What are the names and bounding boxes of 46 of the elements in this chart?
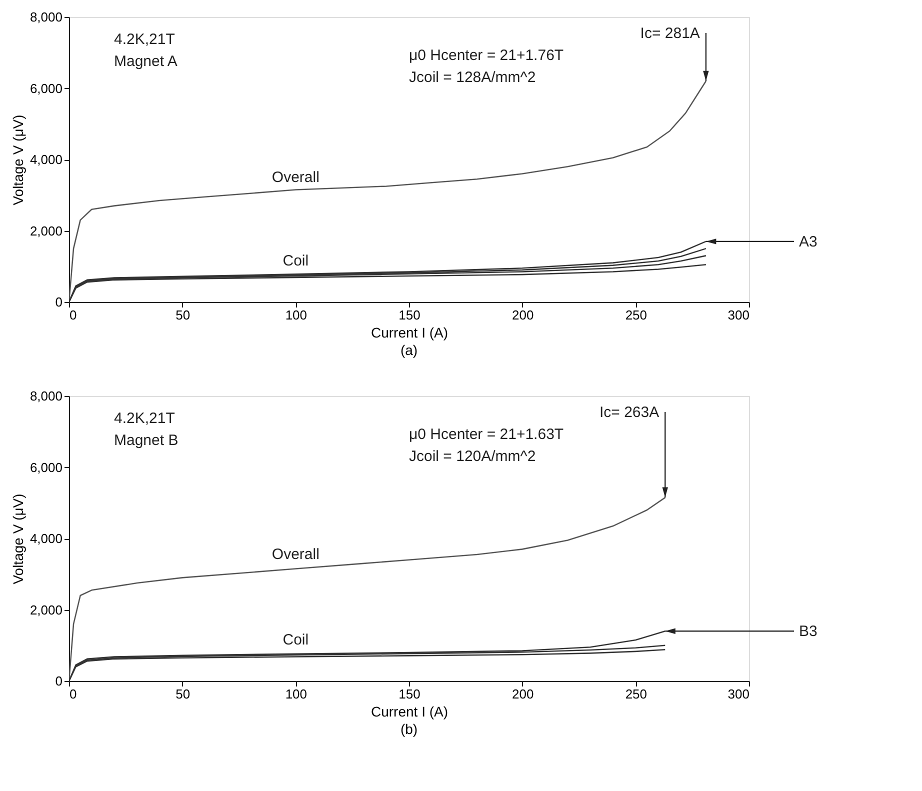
annotation: μ0 Hcenter = 21+1.76T [409, 47, 564, 64]
x-tick-label: 200 [512, 686, 534, 702]
annotation: Ic= 263A [599, 404, 660, 421]
y-tick-label: 4,000 [30, 152, 62, 167]
y-tick-label: 6,000 [30, 80, 62, 96]
x-tick-label: 200 [512, 308, 534, 322]
text: (b) [400, 721, 418, 737]
x-tick-label: 150 [398, 686, 420, 702]
x-tick-label: 300 [728, 686, 750, 702]
y-axis-title: Voltage V (μV) [10, 494, 26, 584]
y-tick-label: 0 [55, 674, 62, 688]
annotation: Jcoil = 120A/mm^2 [409, 448, 536, 465]
annotation: Magnet B [114, 432, 178, 449]
annotation: Coil [282, 252, 309, 270]
y-tick-label: 8,000 [30, 10, 62, 24]
annotation: Magnet A [114, 53, 178, 70]
x-tick-label: 0 [70, 686, 77, 702]
y-tick-label: 0 [55, 294, 62, 310]
y-tick-label: 8,000 [30, 388, 62, 404]
y-tick-label: 2,000 [30, 223, 62, 238]
x-axis-title: Current I (A) [370, 324, 448, 340]
annotation: μ0 Hcenter = 21+1.63T [409, 426, 564, 443]
annotation: A3 [799, 233, 818, 250]
x-tick-label: 100 [285, 308, 308, 322]
annotation: Overall [272, 546, 320, 564]
x-tick-label: 100 [285, 686, 308, 702]
annotation: B3 [799, 623, 818, 640]
y-tick-label: 2,000 [30, 602, 62, 618]
x-tick-label: 300 [728, 308, 750, 322]
text: (a) [400, 342, 418, 358]
x-tick-label: 250 [625, 308, 648, 322]
annotation: 4.2K,21T [114, 31, 175, 48]
x-tick-label: 50 [176, 686, 190, 702]
x-tick-label: 0 [70, 308, 77, 322]
annotation: 4.2K,21T [114, 410, 175, 427]
y-axis-title: Voltage V (μV) [10, 114, 26, 206]
y-tick-label: 4,000 [30, 531, 62, 546]
annotation: Ic= 281A [640, 25, 700, 42]
annotation: Coil [282, 632, 309, 649]
annotation: Overall [272, 169, 320, 186]
x-axis-title: Current I (A) [370, 704, 448, 720]
y-tick-label: 6,000 [30, 460, 62, 475]
x-tick-label: 50 [176, 308, 190, 322]
x-tick-label: 250 [625, 686, 648, 702]
x-tick-label: 150 [398, 308, 420, 322]
annotation: Jcoil = 128A/mm^2 [409, 69, 536, 86]
